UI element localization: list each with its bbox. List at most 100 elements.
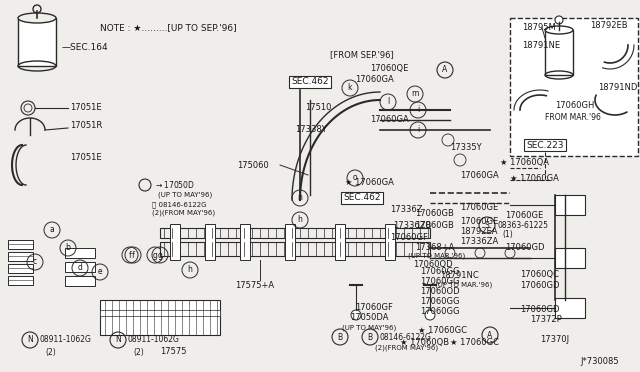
Text: 17060GH: 17060GH bbox=[555, 100, 595, 109]
Text: S: S bbox=[484, 221, 490, 230]
FancyBboxPatch shape bbox=[8, 252, 33, 261]
Text: (1): (1) bbox=[502, 231, 513, 240]
FancyBboxPatch shape bbox=[555, 298, 585, 318]
FancyBboxPatch shape bbox=[18, 18, 56, 66]
Text: f: f bbox=[129, 250, 131, 260]
Text: 18791NC: 18791NC bbox=[440, 270, 479, 279]
Text: 17336Z: 17336Z bbox=[390, 205, 422, 215]
Text: 17510: 17510 bbox=[305, 103, 332, 112]
Text: g: g bbox=[152, 250, 157, 260]
Text: l: l bbox=[387, 97, 389, 106]
FancyBboxPatch shape bbox=[160, 228, 430, 238]
Text: 17051R: 17051R bbox=[70, 122, 102, 131]
Text: 18791NE: 18791NE bbox=[522, 41, 560, 49]
Text: 17060GG: 17060GG bbox=[420, 298, 460, 307]
FancyBboxPatch shape bbox=[8, 264, 33, 273]
Text: 17060QE: 17060QE bbox=[370, 64, 408, 73]
Circle shape bbox=[425, 310, 435, 320]
Text: 17336ZB: 17336ZB bbox=[393, 221, 431, 230]
Text: SEC.223: SEC.223 bbox=[526, 141, 564, 150]
Text: f: f bbox=[132, 250, 134, 260]
Ellipse shape bbox=[18, 13, 56, 23]
FancyBboxPatch shape bbox=[100, 300, 220, 335]
Text: k: k bbox=[348, 83, 352, 93]
Text: 17368+A: 17368+A bbox=[415, 244, 454, 253]
Text: 17060GA: 17060GA bbox=[355, 76, 394, 84]
FancyBboxPatch shape bbox=[385, 224, 395, 260]
Text: (2): (2) bbox=[45, 347, 56, 356]
Text: —SEC.164: —SEC.164 bbox=[62, 44, 109, 52]
Text: (UP TO MAY'96): (UP TO MAY'96) bbox=[158, 192, 212, 198]
FancyBboxPatch shape bbox=[240, 224, 250, 260]
Text: 17060QD: 17060QD bbox=[413, 260, 452, 269]
Text: 17051E: 17051E bbox=[70, 154, 102, 163]
Text: (2): (2) bbox=[133, 347, 144, 356]
Text: A: A bbox=[442, 65, 447, 74]
Text: 18791ND: 18791ND bbox=[598, 83, 637, 93]
Text: 17060GD: 17060GD bbox=[505, 244, 545, 253]
FancyBboxPatch shape bbox=[205, 224, 215, 260]
Text: 17370J: 17370J bbox=[540, 336, 569, 344]
Text: ★ 17060QA: ★ 17060QA bbox=[500, 157, 549, 167]
FancyBboxPatch shape bbox=[170, 224, 180, 260]
FancyBboxPatch shape bbox=[65, 248, 95, 258]
Text: i: i bbox=[417, 125, 419, 135]
FancyBboxPatch shape bbox=[335, 224, 345, 260]
FancyBboxPatch shape bbox=[555, 248, 585, 268]
Text: 17336ZA: 17336ZA bbox=[460, 237, 499, 247]
Text: h: h bbox=[188, 266, 193, 275]
Text: 175060: 175060 bbox=[237, 160, 269, 170]
Text: 08363-61225: 08363-61225 bbox=[497, 221, 548, 230]
Text: 17338Y: 17338Y bbox=[295, 125, 327, 135]
Text: 08911-1062G: 08911-1062G bbox=[128, 336, 180, 344]
Text: (2)(FROM MAY'96): (2)(FROM MAY'96) bbox=[152, 210, 215, 216]
Text: (UP TO MAY'96): (UP TO MAY'96) bbox=[342, 325, 396, 331]
Text: h: h bbox=[298, 215, 303, 224]
FancyBboxPatch shape bbox=[65, 276, 95, 286]
Text: 17060GE: 17060GE bbox=[460, 218, 499, 227]
Text: c: c bbox=[33, 257, 37, 266]
Text: 17060OD: 17060OD bbox=[420, 288, 460, 296]
Text: a: a bbox=[50, 225, 54, 234]
FancyBboxPatch shape bbox=[8, 276, 33, 285]
Circle shape bbox=[351, 310, 361, 320]
Text: n: n bbox=[298, 193, 303, 202]
Text: 17335Y: 17335Y bbox=[450, 144, 482, 153]
Text: m: m bbox=[412, 90, 419, 99]
FancyBboxPatch shape bbox=[65, 262, 95, 272]
Text: 17060GE: 17060GE bbox=[460, 203, 499, 212]
Text: N: N bbox=[115, 336, 121, 344]
Text: 17060GD: 17060GD bbox=[520, 280, 559, 289]
Text: N: N bbox=[27, 336, 33, 344]
Text: 17060GG: 17060GG bbox=[420, 267, 460, 276]
Text: 17051E: 17051E bbox=[70, 103, 102, 112]
Text: [FROM SEP.'96]: [FROM SEP.'96] bbox=[330, 51, 394, 60]
Text: ★ 17060GA: ★ 17060GA bbox=[345, 177, 394, 186]
Text: (UP TO MAR.'96): (UP TO MAR.'96) bbox=[435, 282, 492, 288]
Text: 17575: 17575 bbox=[160, 347, 186, 356]
FancyBboxPatch shape bbox=[510, 18, 638, 156]
Text: ★ 17060GA: ★ 17060GA bbox=[510, 173, 559, 183]
Text: 17060GF: 17060GF bbox=[355, 304, 393, 312]
Text: 08911-1062G: 08911-1062G bbox=[40, 336, 92, 344]
Text: 17060GG: 17060GG bbox=[420, 278, 460, 286]
Text: (UP TO MAR.'96): (UP TO MAR.'96) bbox=[408, 253, 465, 259]
Text: ★ 17060GC: ★ 17060GC bbox=[418, 326, 467, 334]
Text: o: o bbox=[353, 173, 357, 183]
FancyBboxPatch shape bbox=[545, 30, 573, 75]
Text: 17060GE: 17060GE bbox=[505, 211, 543, 219]
Text: 17372P: 17372P bbox=[530, 315, 562, 324]
Ellipse shape bbox=[545, 26, 573, 34]
Text: NOTE : ★.........[UP TO SEP.'96]: NOTE : ★.........[UP TO SEP.'96] bbox=[100, 23, 237, 32]
Text: g: g bbox=[157, 250, 163, 260]
Text: 17575+A: 17575+A bbox=[235, 280, 274, 289]
Text: d: d bbox=[77, 263, 83, 273]
Text: 18795M: 18795M bbox=[522, 23, 556, 32]
Text: e: e bbox=[98, 267, 102, 276]
Text: A: A bbox=[488, 330, 493, 340]
Circle shape bbox=[33, 5, 41, 13]
Text: 17060GA: 17060GA bbox=[370, 115, 409, 125]
Text: 08146-6122G: 08146-6122G bbox=[380, 333, 432, 341]
Text: 18792EA: 18792EA bbox=[460, 228, 497, 237]
Text: $\rightarrow$17050D: $\rightarrow$17050D bbox=[154, 180, 195, 190]
